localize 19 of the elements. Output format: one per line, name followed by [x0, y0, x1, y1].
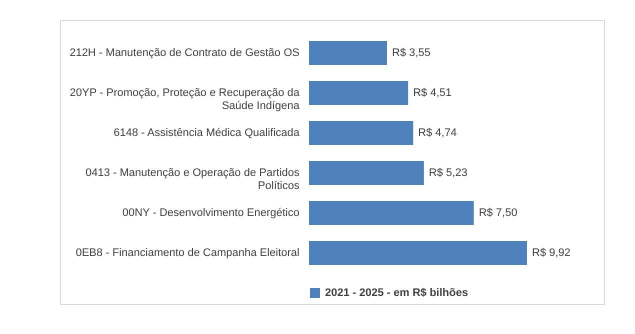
legend-label: 2021 - 2025 - em R$ bilhões	[325, 287, 468, 299]
data-label: R$ 4,51	[413, 87, 452, 99]
data-label: R$ 7,50	[478, 207, 518, 219]
y-tick-label: 0413 - Manutenção e Operação de Partidos Políticos	[85, 167, 300, 192]
y-tick-label: 00NY - Desenvolvimento Energético	[122, 207, 300, 219]
y-tick-label: 6148 - Assistência Médica Qualificada	[114, 127, 300, 139]
bar	[309, 121, 414, 145]
y-tick-label: 212H - Manutenção de Contrato de Gestão OS	[70, 47, 300, 59]
y-tick-label: 0EB8 - Financiamento de Campanha Eleitoral	[76, 247, 300, 259]
data-label: R$ 5,23	[428, 167, 468, 179]
bar	[309, 41, 388, 65]
bar	[309, 201, 474, 225]
y-tick-label: 20YP - Promoção, Proteção e Recuperação da Saúde Indígena	[70, 87, 300, 112]
bar	[309, 241, 527, 265]
bar	[309, 161, 424, 185]
bar	[309, 81, 408, 105]
data-label: R$ 9,92	[532, 247, 571, 259]
data-label: R$ 3,55	[392, 47, 431, 59]
data-label: R$ 4,74	[418, 127, 457, 139]
